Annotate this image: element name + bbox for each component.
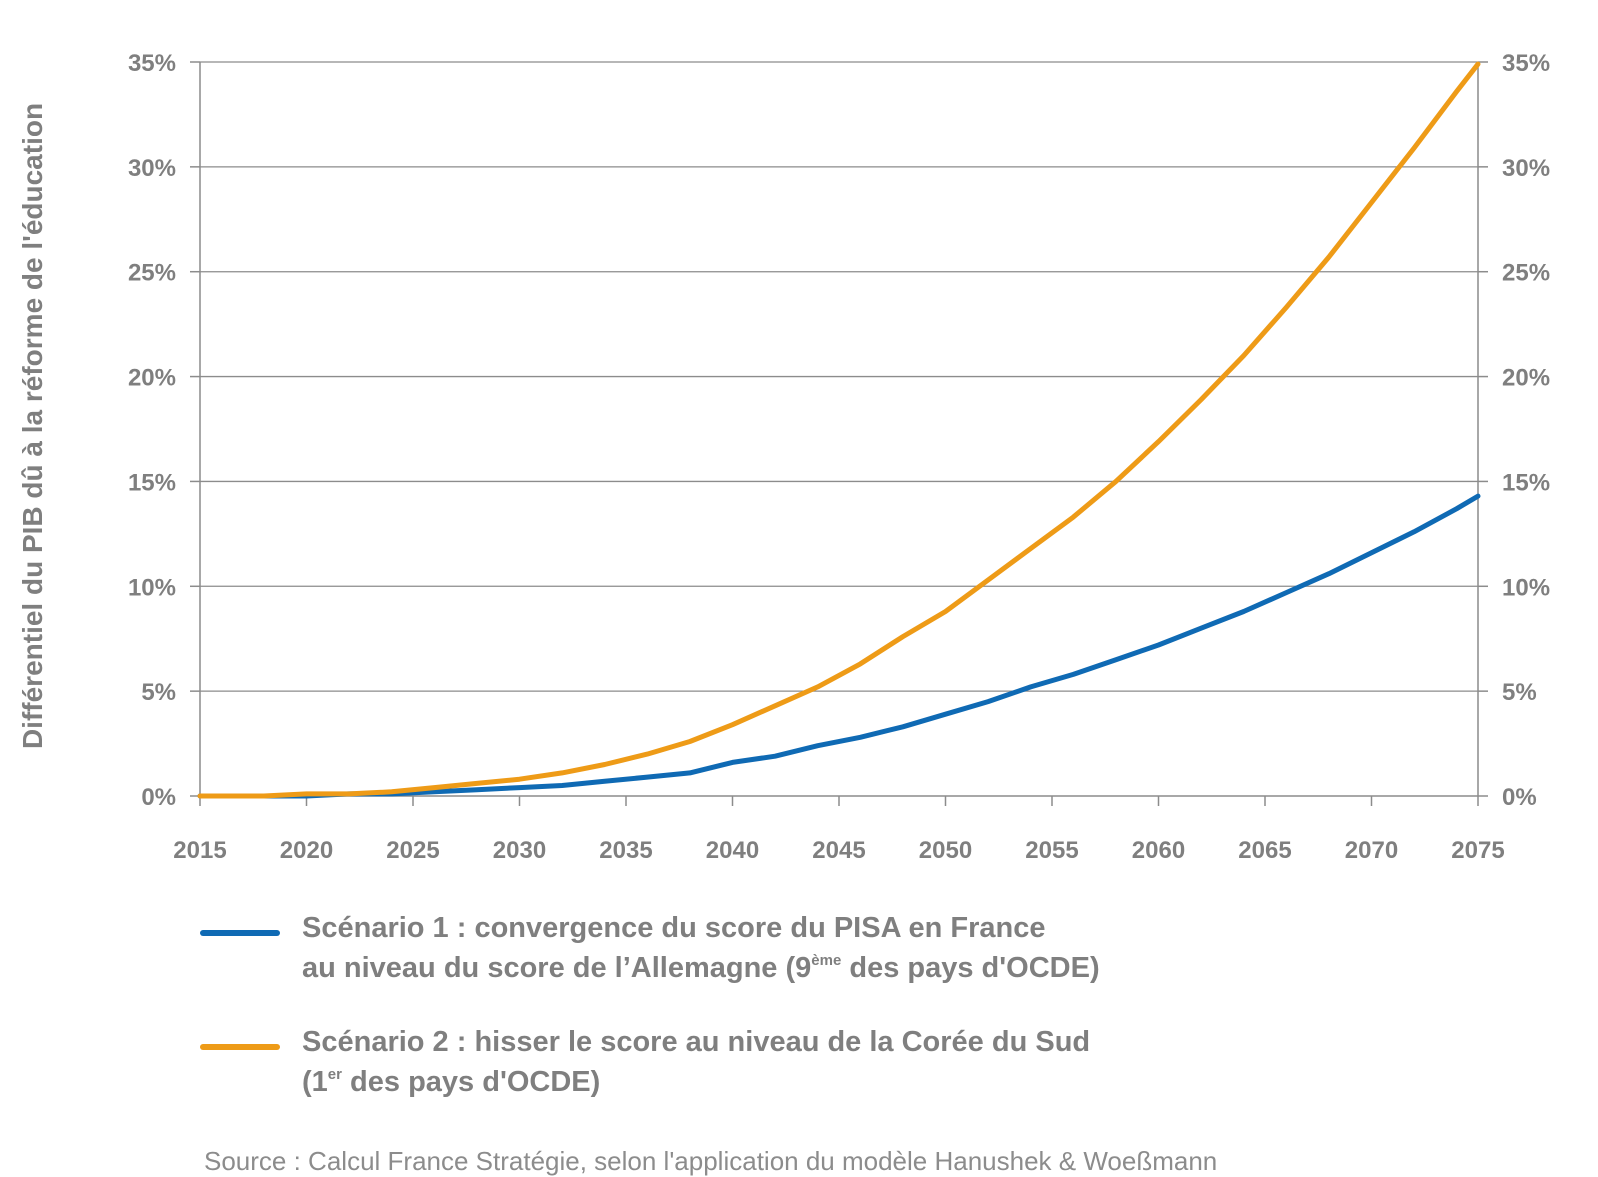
legend-text-scenario-2: Scénario 2 : hisser le score au niveau d… xyxy=(302,1022,1452,1102)
y-tick-label-left: 0% xyxy=(141,784,176,811)
legend-superscript: er xyxy=(327,1066,342,1083)
x-tick-label: 2055 xyxy=(1025,837,1078,864)
y-tick-label-left: 30% xyxy=(128,155,176,182)
y-tick-label-left: 10% xyxy=(128,574,176,601)
x-tick-label: 2045 xyxy=(812,837,865,864)
axes xyxy=(190,61,1488,806)
legend-text-scenario-1: Scénario 1 : convergence du score du PIS… xyxy=(302,908,1452,988)
y-tick-label-left: 25% xyxy=(128,260,176,287)
x-tick-label: 2030 xyxy=(493,837,546,864)
legend-swatch-scenario-2 xyxy=(200,1044,280,1050)
x-tick-labels: 2015 2020 2025 2030 2035 2040 2045 2050 2055 2060… xyxy=(173,837,1504,864)
y-tick-label-left: 15% xyxy=(128,469,176,496)
y-tick-label-right: 25% xyxy=(1502,260,1550,287)
series-lines xyxy=(197,61,1481,799)
y-tick-label-right: 35% xyxy=(1502,50,1550,77)
legend-superscript: ème xyxy=(811,952,842,969)
y-tick-label-right: 5% xyxy=(1502,679,1537,706)
legend-swatch-scenario-1 xyxy=(200,930,280,936)
left-y-tick-labels: 0% 5% 10% 15% 20% 25% 30% 35% xyxy=(128,50,176,811)
x-tick-label: 2065 xyxy=(1238,837,1291,864)
series-line-scenario-1 xyxy=(197,493,1481,799)
series-line-scenario-2 xyxy=(197,61,1481,799)
legend-scenario-1-line-1: Scénario 1 : convergence du score du PIS… xyxy=(302,912,1046,944)
x-tick-label: 2025 xyxy=(386,837,439,864)
x-tick-label: 2040 xyxy=(706,837,759,864)
y-tick-label-right: 0% xyxy=(1502,784,1537,811)
x-tick-label: 2015 xyxy=(173,837,226,864)
y-tick-label-left: 35% xyxy=(128,50,176,77)
x-tick-label: 2070 xyxy=(1345,837,1398,864)
y-tick-label-right: 15% xyxy=(1502,469,1550,496)
legend-scenario-2-line-2: (1er des pays d'OCDE) xyxy=(302,1066,601,1098)
x-tick-label: 2075 xyxy=(1451,837,1504,864)
y-tick-label-left: 5% xyxy=(141,679,176,706)
legend-scenario-2-line-1: Scénario 2 : hisser le score au niveau d… xyxy=(302,1026,1091,1058)
x-tick-label: 2020 xyxy=(280,837,333,864)
x-tick-label: 2050 xyxy=(919,837,972,864)
y-tick-label-right: 30% xyxy=(1502,155,1550,182)
y-tick-label-left: 20% xyxy=(128,365,176,392)
y-tick-label-right: 20% xyxy=(1502,365,1550,392)
gridlines xyxy=(200,61,1478,692)
legend-scenario-1-line-2: au niveau du score de l’Allemagne (9ème … xyxy=(302,952,1100,984)
line-chart: Différentiel du PIB dû à la réforme de l… xyxy=(17,50,1550,864)
x-tick-label: 2035 xyxy=(599,837,652,864)
y-tick-label-right: 10% xyxy=(1502,574,1550,601)
right-y-tick-labels: 0% 5% 10% 15% 20% 25% 30% 35% xyxy=(1502,50,1550,811)
x-tick-label: 2060 xyxy=(1132,837,1185,864)
source-note: Source : Calcul France Stratégie, selon … xyxy=(204,1146,1218,1176)
y-axis-title: Différentiel du PIB dû à la réforme de l… xyxy=(17,103,48,749)
